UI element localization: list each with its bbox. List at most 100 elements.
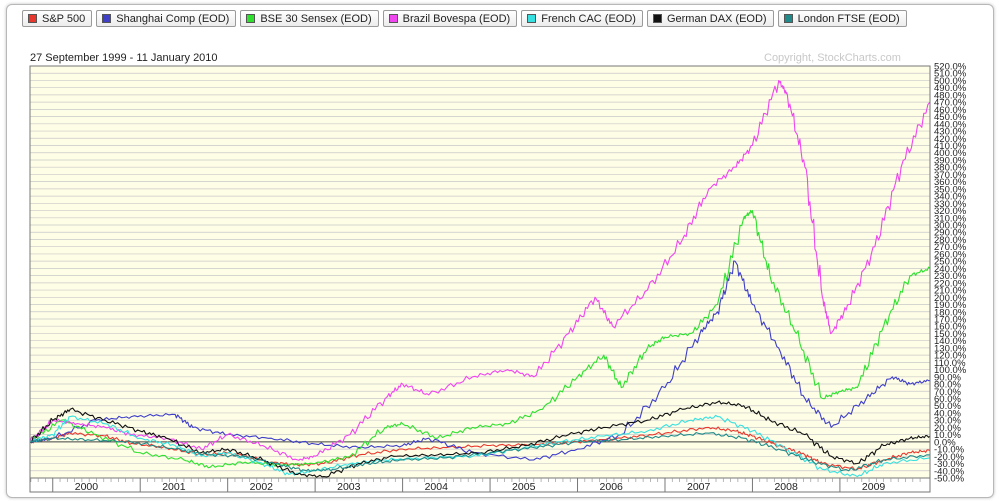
y-tick-label: 200.0% (934, 293, 967, 304)
legend-label: London FTSE (EOD) (797, 12, 900, 25)
y-tick-label: 210.0% (934, 286, 967, 297)
y-tick-label: 160.0% (934, 322, 967, 333)
y-tick-label: 300.0% (934, 221, 967, 232)
y-tick-label: 150.0% (934, 329, 967, 340)
y-tick-label: -50.0% (934, 474, 965, 485)
x-tick-label: 2000 (75, 481, 99, 493)
legend-item-bovespa[interactable]: Brazil Bovespa (EOD) (382, 10, 518, 27)
legend-swatch-icon (783, 14, 793, 23)
y-tick-label: 510.0% (934, 69, 967, 80)
y-tick-label: 480.0% (934, 90, 967, 101)
copyright-notice: Copyright, StockCharts.com (764, 52, 901, 64)
y-tick-label: 70.0% (934, 387, 961, 398)
y-tick-label: 380.0% (934, 163, 967, 174)
y-tick-label: 420.0% (934, 134, 967, 145)
y-tick-label: 260.0% (934, 249, 967, 260)
plot-border (29, 65, 931, 493)
y-tick-label: 350.0% (934, 184, 967, 195)
legend-swatch-icon (246, 14, 256, 23)
y-tick-label: 290.0% (934, 228, 967, 239)
y-tick-label: 310.0% (934, 213, 967, 224)
y-tick-label: 120.0% (934, 351, 967, 362)
y-tick-label: 180.0% (934, 307, 967, 318)
legend-label: German DAX (EOD) (666, 12, 767, 25)
legend-swatch-icon (388, 14, 398, 23)
y-tick-label: 80.0% (934, 380, 961, 391)
y-tick-label: 370.0% (934, 170, 967, 181)
x-tick-label: 2009 (862, 481, 886, 493)
x-tick-label: 2005 (512, 481, 536, 493)
series-line-french-cac-eod (29, 414, 931, 478)
y-tick-label: 30.0% (934, 416, 961, 427)
y-tick-label: 340.0% (934, 192, 967, 203)
legend-item-dax[interactable]: German DAX (EOD) (646, 10, 774, 27)
y-tick-label: 90.0% (934, 372, 961, 383)
y-tick-label: 460.0% (934, 105, 967, 116)
y-tick-label: 410.0% (934, 141, 967, 152)
legend-label: French CAC (EOD) (541, 12, 636, 25)
legend-label: BSE 30 Sensex (EOD) (260, 12, 372, 25)
x-tick-label: 2008 (774, 481, 798, 493)
y-tick-label: 430.0% (934, 127, 967, 138)
legend-swatch-icon (28, 14, 37, 23)
y-tick-label: 360.0% (934, 177, 967, 188)
y-tick-label: 220.0% (934, 278, 967, 289)
legend-swatch-icon (652, 14, 662, 23)
legend-label: Brazil Bovespa (EOD) (402, 12, 511, 25)
legend-label: S&P 500 (42, 12, 86, 25)
y-tick-label: -30.0% (934, 459, 965, 470)
y-tick-label: 40.0% (934, 408, 961, 419)
y-tick-label: 400.0% (934, 148, 967, 159)
legend-item-cac[interactable]: French CAC (EOD) (521, 10, 643, 27)
y-tick-label: -10.0% (934, 445, 965, 456)
y-tick-label: 470.0% (934, 98, 967, 109)
y-tick-label: 190.0% (934, 300, 967, 311)
x-tick-label: 2004 (425, 481, 449, 493)
y-tick-label: 280.0% (934, 235, 967, 246)
series-lines (29, 79, 931, 478)
y-tick-label: 500.0% (934, 76, 967, 87)
x-tick-label: 2002 (250, 481, 274, 493)
y-tick-label: 440.0% (934, 119, 967, 130)
series-line-shanghai-comp-eod (29, 260, 931, 461)
y-tick-label: 170.0% (934, 314, 967, 325)
y-tick-label: -40.0% (934, 466, 965, 477)
x-tick-label: 2006 (600, 481, 624, 493)
y-tick-label: 130.0% (934, 343, 967, 354)
y-tick-label: 450.0% (934, 112, 967, 123)
y-tick-label: -20.0% (934, 452, 965, 463)
legend-item-shanghai[interactable]: Shanghai Comp (EOD) (96, 10, 237, 27)
y-tick-label: 520.0% (934, 62, 967, 73)
y-tick-label: 50.0% (934, 401, 961, 412)
plot-background (30, 66, 930, 478)
y-tick-label: 60.0% (934, 394, 961, 405)
y-axis: 520.0%510.0%500.0%490.0%480.0%470.0%460.… (934, 62, 967, 485)
legend-item-sensex[interactable]: BSE 30 Sensex (EOD) (240, 10, 379, 27)
legend-swatch-icon (527, 14, 537, 23)
series-line-london-ftse-eod (29, 432, 931, 473)
x-tick-label: 2001 (162, 481, 186, 493)
y-tick-label: 230.0% (934, 271, 967, 282)
y-tick-label: 0.0% (934, 437, 956, 448)
y-tick-label: 270.0% (934, 242, 967, 253)
legend-swatch-icon (102, 14, 112, 23)
y-tick-label: 110.0% (934, 358, 966, 369)
y-tick-label: 320.0% (934, 206, 967, 217)
x-tick-label: 2007 (687, 481, 711, 493)
y-tick-label: 140.0% (934, 336, 967, 347)
series-line-bse-30-sensex-eod (29, 209, 931, 469)
legend-label: Shanghai Comp (EOD) (116, 12, 230, 25)
chart-legend: S&P 500 Shanghai Comp (EOD) BSE 30 Sense… (22, 10, 982, 27)
y-tick-label: 10.0% (934, 430, 961, 441)
x-tick-label: 2003 (337, 481, 361, 493)
x-axis: 2000 2001 2002 2003 2004 2005 2006 2007 2008 2009 (30, 477, 930, 493)
y-tick-label: 20.0% (934, 423, 961, 434)
legend-item-sp500[interactable]: S&P 500 (22, 10, 93, 27)
legend-item-ftse[interactable]: London FTSE (EOD) (777, 10, 907, 27)
y-tick-label: 240.0% (934, 264, 967, 275)
y-tick-label: 100.0% (934, 365, 967, 376)
date-range: 27 September 1999 - 11 January 2010 (30, 52, 218, 64)
y-tick-label: 390.0% (934, 155, 967, 166)
y-tick-label: 250.0% (934, 257, 967, 268)
